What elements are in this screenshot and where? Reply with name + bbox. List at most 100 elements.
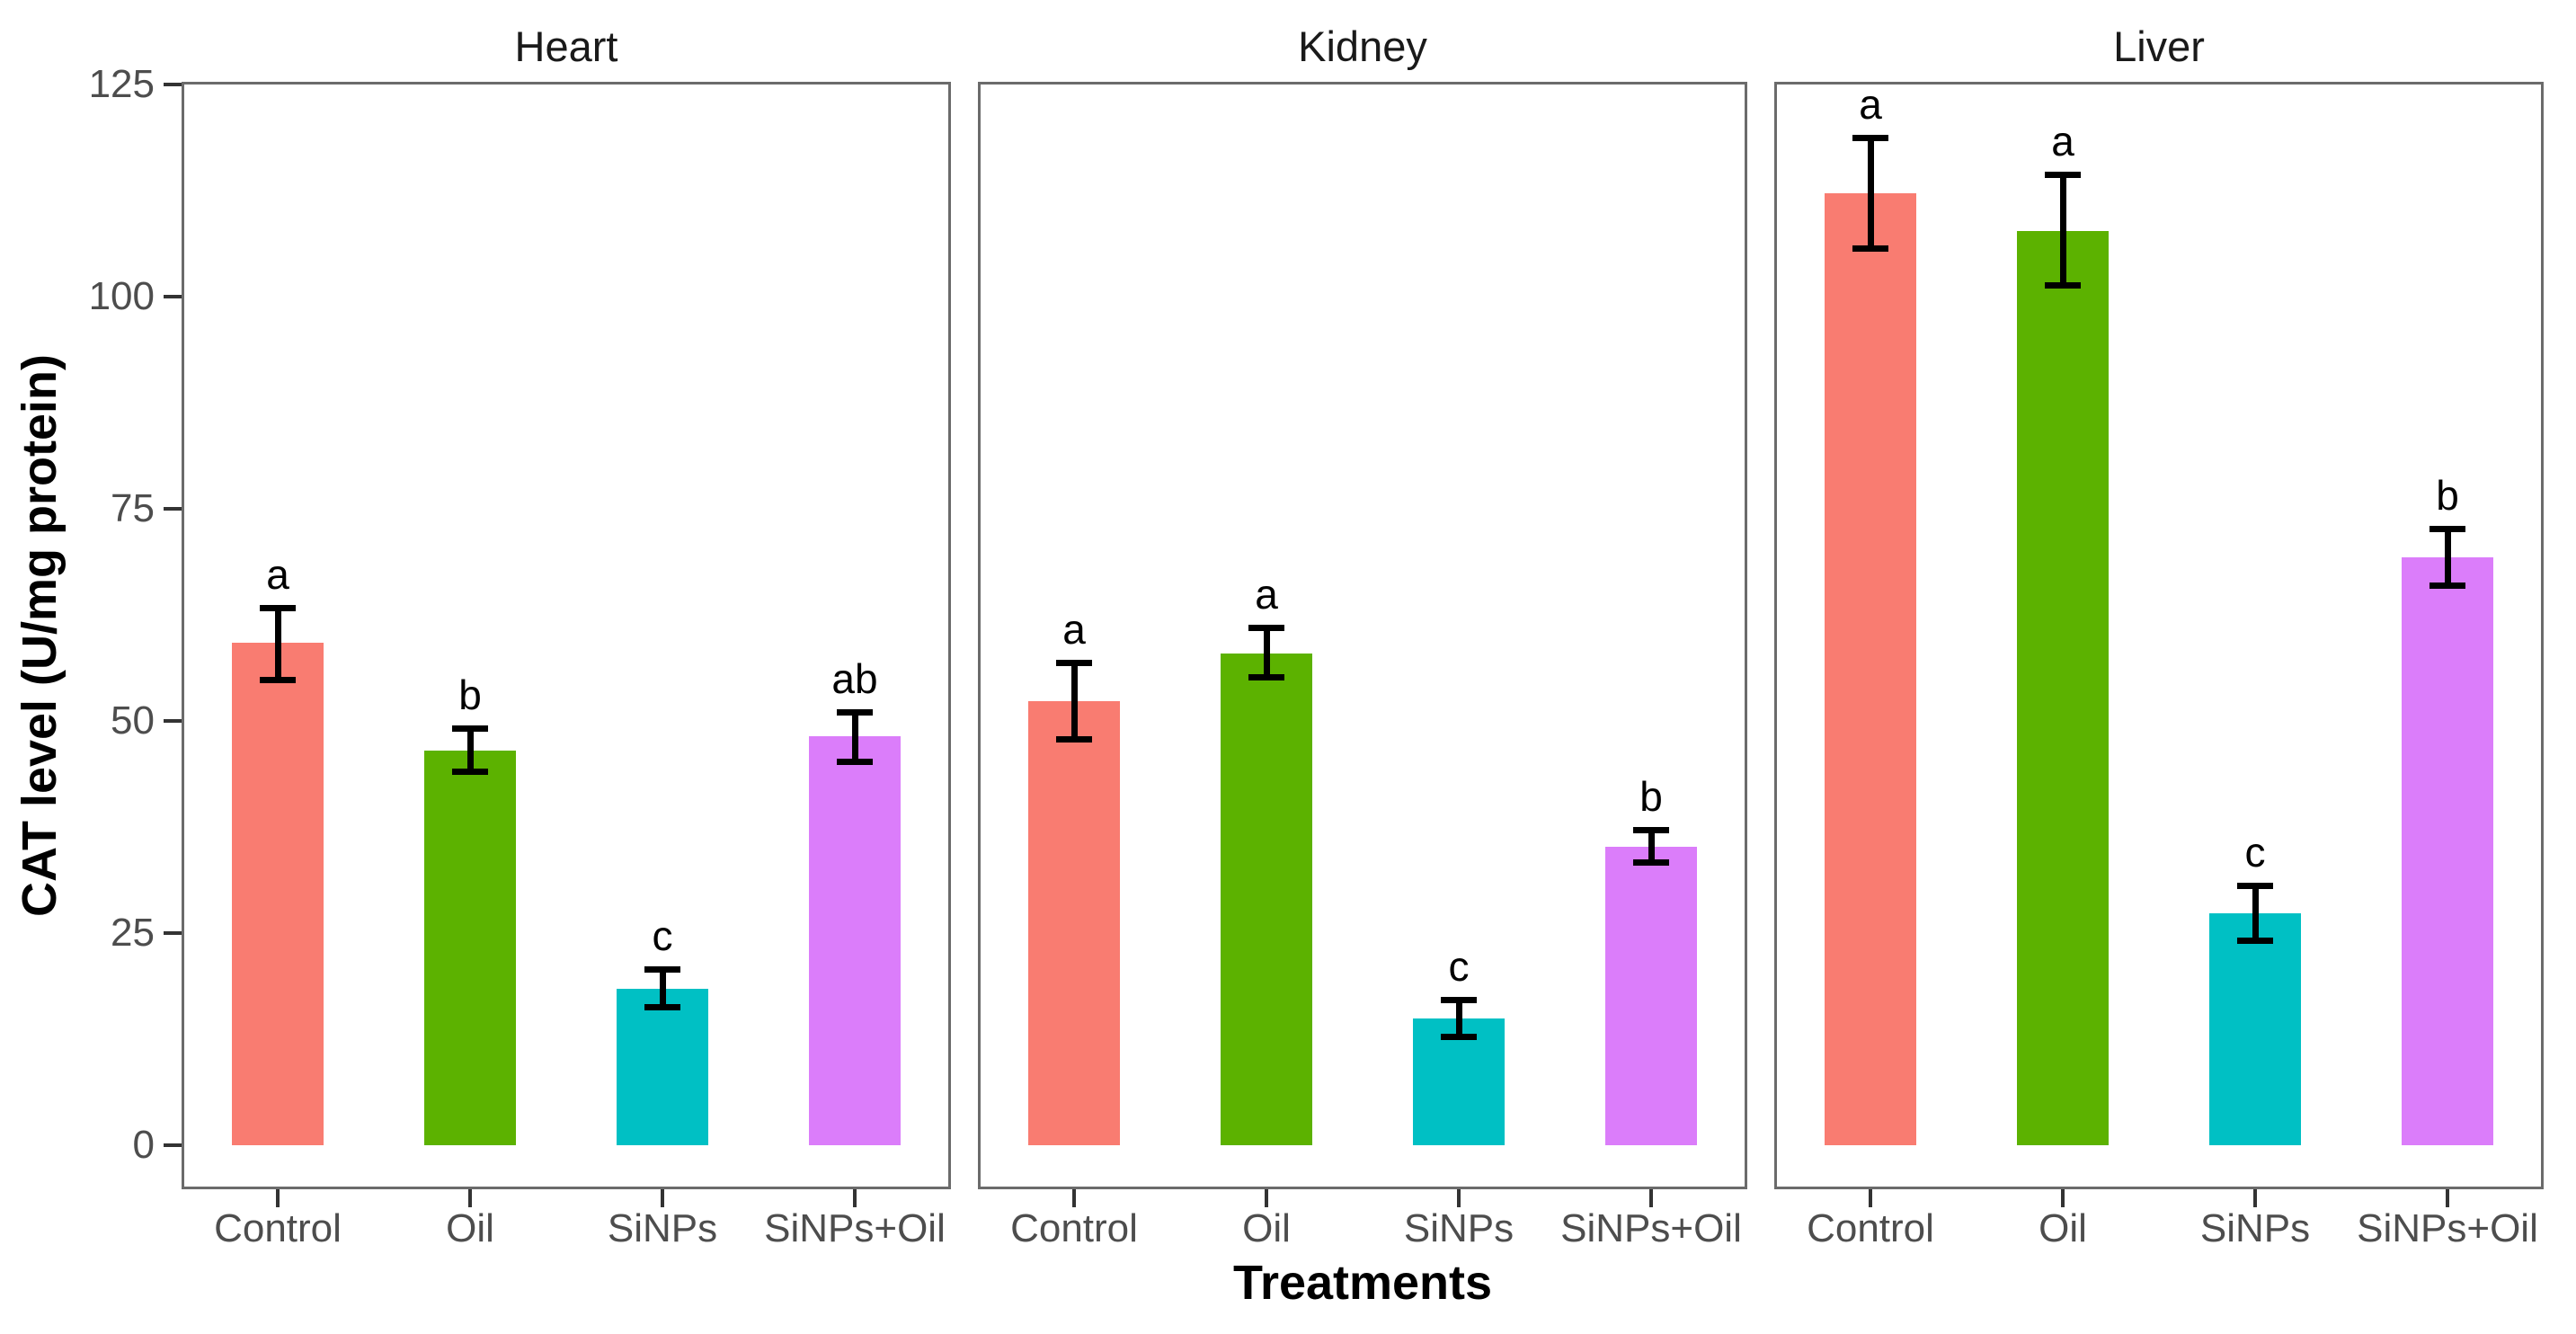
x-axis-tick-label: SiNPs [1403, 1206, 1515, 1250]
x-axis-tick-mark [1869, 1189, 1872, 1207]
y-axis-tick-label: 100 [88, 274, 155, 318]
error-bar-cap-top [1441, 996, 1477, 1003]
y-axis-tick-label: 125 [88, 62, 155, 106]
significance-letter: b [458, 671, 482, 718]
y-axis-tick-label: 75 [111, 486, 155, 530]
significance-letter: a [266, 551, 289, 599]
error-bar-cap-top [260, 605, 296, 612]
x-axis-title: Treatments [1232, 1256, 1493, 1310]
error-bar-line [1455, 999, 1462, 1037]
significance-letter: a [1255, 571, 1278, 618]
error-bar-cap-bottom [2237, 937, 2273, 944]
x-axis-tick-mark [2446, 1189, 2449, 1207]
y-axis-tick-mark [164, 931, 182, 935]
bar-heart-oil [424, 751, 516, 1145]
significance-letter: a [1859, 81, 1882, 129]
bar-kidney-sinps+oil [1605, 846, 1697, 1145]
x-axis-tick-mark [276, 1189, 280, 1207]
x-axis-tick-mark [1072, 1189, 1076, 1207]
y-axis-tick-label: 50 [111, 698, 155, 743]
x-axis-tick-mark [468, 1189, 472, 1207]
x-axis-tick-mark [1457, 1189, 1461, 1207]
x-axis-tick-label: Control [1010, 1206, 1138, 1250]
error-bar-cap-bottom [1056, 735, 1092, 743]
x-axis-tick-label: SiNPs+Oil [764, 1206, 946, 1250]
bar-heart-sinps+oil [809, 735, 901, 1145]
bar-liver-oil [2017, 231, 2109, 1145]
error-bar-line [2059, 174, 2066, 285]
y-axis-tick-mark [164, 507, 182, 511]
bar-liver-sinps+oil [2402, 556, 2493, 1145]
x-axis-tick-label: SiNPs [607, 1206, 718, 1250]
error-bar-line [1070, 662, 1078, 739]
x-axis-tick-label: Control [1807, 1206, 1934, 1250]
error-bar-cap-top [2237, 883, 2273, 890]
error-bar-cap-top [1056, 659, 1092, 666]
x-axis-tick-label: Oil [446, 1206, 494, 1250]
error-bar-line [851, 711, 858, 762]
error-bar-cap-top [837, 708, 873, 716]
x-axis-tick-label: SiNPs+Oil [2357, 1206, 2538, 1250]
x-axis-tick-mark [661, 1189, 664, 1207]
y-axis-tick-mark [164, 83, 182, 86]
error-bar-line [466, 727, 474, 771]
significance-letter: c [1448, 942, 1470, 990]
error-bar-cap-top [2429, 525, 2465, 532]
x-axis-tick-label: Oil [1242, 1206, 1291, 1250]
y-axis-tick-label: 25 [111, 911, 155, 955]
error-bar-line [1648, 829, 1655, 862]
error-bar-cap-top [644, 965, 680, 973]
bar-kidney-control [1028, 701, 1120, 1145]
error-bar-line [1867, 138, 1874, 249]
error-bar-cap-top [1248, 625, 1284, 632]
error-bar-cap-bottom [452, 768, 488, 775]
error-bar-cap-top [452, 725, 488, 732]
error-bar-line [2252, 885, 2259, 940]
error-bar-cap-top [1633, 826, 1669, 833]
facet-title-kidney: Kidney [1298, 22, 1427, 70]
x-axis-tick-mark [1265, 1189, 1268, 1207]
error-bar-cap-bottom [2429, 582, 2465, 589]
facet-title-heart: Heart [514, 22, 618, 70]
significance-letter: ab [831, 654, 878, 702]
x-axis-tick-label: SiNPs [2199, 1206, 2311, 1250]
y-axis-tick-mark [164, 295, 182, 298]
x-axis-tick-mark [2061, 1189, 2065, 1207]
y-axis-title: CAT level (U/mg protein) [13, 353, 67, 918]
facet-title-liver: Liver [2113, 22, 2205, 70]
bar-kidney-oil [1221, 654, 1312, 1145]
error-bar-cap-top [1852, 135, 1888, 142]
error-bar-cap-bottom [1633, 858, 1669, 866]
error-bar-cap-bottom [1248, 673, 1284, 680]
x-axis-tick-label: Control [214, 1206, 342, 1250]
x-axis-tick-label: SiNPs+Oil [1560, 1206, 1742, 1250]
error-bar-line [2444, 528, 2451, 585]
error-bar-cap-bottom [644, 1004, 680, 1011]
significance-letter: a [1062, 605, 1086, 653]
significance-letter: b [1639, 772, 1663, 820]
significance-letter: c [652, 912, 673, 959]
x-axis-tick-mark [853, 1189, 857, 1207]
bar-liver-control [1825, 192, 1916, 1145]
error-bar-cap-top [2045, 172, 2081, 179]
bar-heart-sinps [617, 989, 708, 1145]
y-axis-tick-mark [164, 1143, 182, 1147]
y-axis-tick-mark [164, 719, 182, 723]
error-bar-cap-bottom [837, 759, 873, 766]
error-bar-cap-bottom [2045, 281, 2081, 289]
significance-letter: b [2436, 471, 2459, 519]
significance-letter: a [2051, 118, 2074, 165]
error-bar-line [1263, 627, 1270, 677]
x-axis-tick-label: Oil [2039, 1206, 2087, 1250]
error-bar-cap-bottom [260, 676, 296, 683]
x-axis-tick-mark [2253, 1189, 2257, 1207]
error-bar-cap-bottom [1852, 245, 1888, 253]
bar-heart-control [232, 643, 324, 1145]
x-axis-tick-mark [1649, 1189, 1653, 1207]
y-axis-tick-label: 0 [132, 1123, 155, 1167]
bar-liver-sinps [2209, 913, 2301, 1145]
significance-letter: c [2244, 829, 2266, 876]
error-bar-line [659, 968, 666, 1008]
error-bar-line [274, 608, 281, 680]
